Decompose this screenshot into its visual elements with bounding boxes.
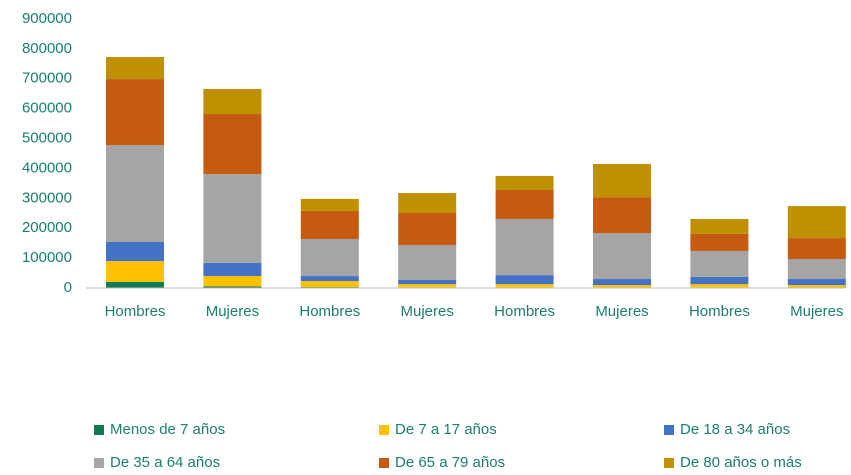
bar-segment xyxy=(495,218,554,276)
bar-segment xyxy=(495,189,554,219)
bar-segment xyxy=(495,175,554,190)
bar-segment xyxy=(203,88,262,115)
legend-label: De 35 a 64 años xyxy=(110,454,220,471)
bar-segment xyxy=(593,285,651,288)
y-tick-label: 100000 xyxy=(22,249,72,266)
bar-segment xyxy=(690,284,749,288)
y-tick-label: 200000 xyxy=(22,219,72,236)
bar-segment xyxy=(106,56,164,80)
bar-segment xyxy=(203,174,262,263)
legend-swatch xyxy=(94,425,104,435)
legend-label: De 7 a 17 años xyxy=(395,421,497,438)
bar-segment xyxy=(106,79,164,146)
bar-segment xyxy=(593,163,651,198)
x-tick-label: Hombres xyxy=(105,303,166,320)
x-tick-label: Mujeres xyxy=(206,303,259,320)
bar-segment xyxy=(106,145,164,242)
bar-segment xyxy=(690,276,749,285)
bar-segment xyxy=(106,241,164,262)
bar-segment xyxy=(787,238,846,260)
bar-segment xyxy=(106,282,164,288)
bar-segment xyxy=(398,212,457,245)
bar-segment xyxy=(203,262,262,277)
bar-segment xyxy=(300,198,359,211)
bar-segment xyxy=(690,233,749,251)
legend-label: De 18 a 34 años xyxy=(680,421,790,438)
x-tick-label: Mujeres xyxy=(595,303,648,320)
bar-segment xyxy=(398,244,457,280)
legend-swatch xyxy=(664,458,674,468)
legend-label: De 65 a 79 años xyxy=(395,454,505,471)
bar-segment xyxy=(787,259,846,280)
y-tick-label: 800000 xyxy=(22,40,72,57)
y-tick-label: 700000 xyxy=(22,70,72,87)
bar-segment xyxy=(593,279,651,286)
x-tick-label: Hombres xyxy=(299,303,360,320)
legend-swatch xyxy=(379,458,389,468)
legend-swatch xyxy=(94,458,104,468)
bar-segment xyxy=(690,218,749,234)
bar-segment xyxy=(300,276,359,282)
bar-segment xyxy=(398,284,457,288)
legend-swatch xyxy=(379,425,389,435)
x-tick-label: Mujeres xyxy=(790,303,843,320)
bar-segment xyxy=(398,192,457,213)
bar-segment xyxy=(398,279,457,285)
bar-segment xyxy=(203,286,262,288)
bar-segment xyxy=(787,279,846,286)
bar-segment xyxy=(593,197,651,234)
bar-segment xyxy=(690,250,749,277)
x-tick-label: Hombres xyxy=(689,303,750,320)
bar-segment xyxy=(593,233,651,280)
x-tick-label: Hombres xyxy=(494,303,555,320)
y-tick-label: 300000 xyxy=(22,189,72,206)
legend-label: Menos de 7 años xyxy=(110,421,225,438)
bar-segment xyxy=(787,206,846,239)
legend-label: De 80 años o más xyxy=(680,454,802,471)
bar-segment xyxy=(203,276,262,287)
y-tick-label: 0 xyxy=(64,279,72,296)
bar-segment xyxy=(300,281,359,288)
bar-segment xyxy=(787,285,846,288)
y-tick-label: 600000 xyxy=(22,100,72,117)
y-tick-label: 500000 xyxy=(22,130,72,147)
bar-segment xyxy=(203,114,262,175)
bar-segment xyxy=(106,261,164,283)
y-tick-label: 900000 xyxy=(22,10,72,27)
x-tick-label: Mujeres xyxy=(401,303,454,320)
bar-segment xyxy=(300,210,359,239)
y-tick-label: 400000 xyxy=(22,159,72,176)
bar-segment xyxy=(495,275,554,285)
bar-segment xyxy=(300,238,359,277)
legend-swatch xyxy=(664,425,674,435)
bar-segment xyxy=(495,284,554,288)
